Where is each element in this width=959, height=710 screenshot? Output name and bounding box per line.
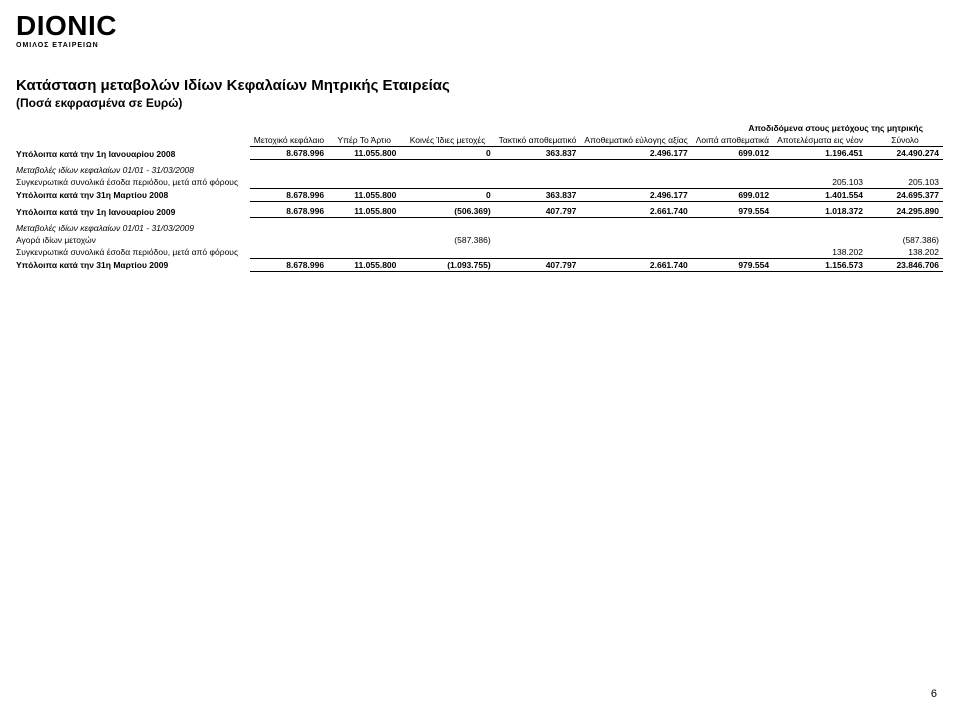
table-row: Υπόλοιπα κατά την 1η Ιανουαρίου 2008 8.6… bbox=[16, 147, 943, 160]
logo-text: DIONIC bbox=[16, 12, 943, 40]
page-title: Κατάσταση μεταβολών Ιδίων Κεφαλαίων Μητρ… bbox=[16, 77, 943, 94]
section-header-row: Αποδιδόμενα στους μετόχους της μητρικής bbox=[16, 122, 943, 134]
col-header: Κοινές Ίδιες μετοχές bbox=[400, 134, 494, 147]
col-header: Αποθεματικό εύλογης αξίας bbox=[580, 134, 691, 147]
table-row: Αγορά ιδίων μετοχών (587.386) (587.386) bbox=[16, 234, 943, 246]
col-header: Λοιπά αποθεματικά bbox=[692, 134, 773, 147]
row-label: Υπόλοιπα κατά την 1η Ιανουαρίου 2008 bbox=[16, 147, 250, 160]
col-header: Αποτελέσματα εις νέον bbox=[773, 134, 867, 147]
row-label: Συγκενρωτικά συνολικά έσοδα περιόδου, με… bbox=[16, 176, 250, 189]
table-row: Μεταβολές ιδίων κεφαλαίων 01/01 - 31/03/… bbox=[16, 164, 943, 176]
col-header: Σύνολο bbox=[867, 134, 943, 147]
logo: DIONIC ΟΜΙΛΟΣ ΕΤΑΙΡΕΙΩΝ bbox=[16, 12, 943, 49]
page-number: 6 bbox=[931, 688, 937, 700]
col-header: Υπέρ Το Άρτιο bbox=[328, 134, 400, 147]
column-headers-row: Μετοχικό κεφάλαιο Υπέρ Το Άρτιο Κοινές Ί… bbox=[16, 134, 943, 147]
page-subtitle: (Ποσά εκφρασμένα σε Ευρώ) bbox=[16, 96, 943, 110]
table-row: Μεταβολές ιδίων κεφαλαίων 01/01 - 31/03/… bbox=[16, 222, 943, 234]
table-row: Υπόλοιπα κατά την 1η Ιανουαρίου 2009 8.6… bbox=[16, 205, 943, 218]
section-header: Αποδιδόμενα στους μετόχους της μητρικής bbox=[250, 122, 943, 134]
col-header: Τακτικό αποθεματικό bbox=[495, 134, 581, 147]
equity-table: Αποδιδόμενα στους μετόχους της μητρικής … bbox=[16, 122, 943, 272]
logo-subtext: ΟΜΙΛΟΣ ΕΤΑΙΡΕΙΩΝ bbox=[16, 42, 943, 49]
col-header: Μετοχικό κεφάλαιο bbox=[250, 134, 328, 147]
table-row: Υπόλοιπα κατά την 31η Μαρτίου 2009 8.678… bbox=[16, 258, 943, 271]
row-label: Συγκενρωτικά συνολικά έσοδα περιόδου, με… bbox=[16, 246, 250, 259]
row-label: Υπόλοιπα κατά την 31η Μαρτίου 2009 bbox=[16, 258, 250, 271]
row-label: Υπόλοιπα κατά την 1η Ιανουαρίου 2009 bbox=[16, 205, 250, 218]
row-label: Αγορά ιδίων μετοχών bbox=[16, 234, 250, 246]
table-row: Συγκενρωτικά συνολικά έσοδα περιόδου, με… bbox=[16, 246, 943, 259]
table-row: Συγκενρωτικά συνολικά έσοδα περιόδου, με… bbox=[16, 176, 943, 189]
table-row: Υπόλοιπα κατά την 31η Μαρτίου 2008 8.678… bbox=[16, 188, 943, 201]
row-label: Μεταβολές ιδίων κεφαλαίων 01/01 - 31/03/… bbox=[16, 164, 250, 176]
row-label: Μεταβολές ιδίων κεφαλαίων 01/01 - 31/03/… bbox=[16, 222, 250, 234]
row-label: Υπόλοιπα κατά την 31η Μαρτίου 2008 bbox=[16, 188, 250, 201]
